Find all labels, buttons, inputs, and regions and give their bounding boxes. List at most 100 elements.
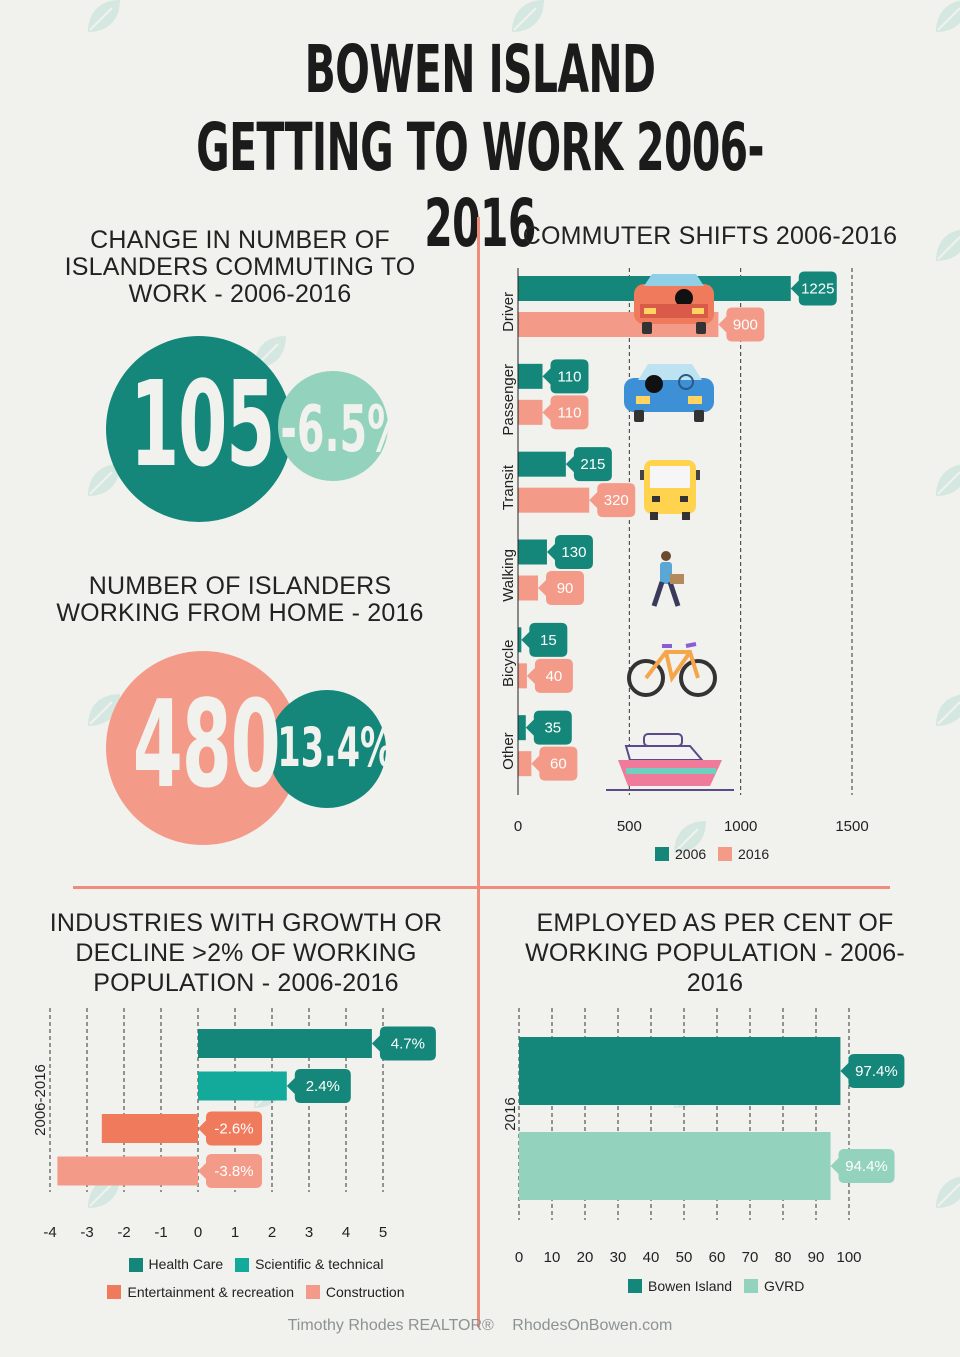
walking-person-icon xyxy=(651,551,684,607)
employment-legend: Bowen Island GVRD xyxy=(628,1278,812,1296)
commuter-value-label-text: 110 xyxy=(558,368,582,385)
employment-x-tick: 30 xyxy=(610,1249,627,1266)
legend-item-bowen-island: Bowen Island xyxy=(628,1278,732,1294)
commuter-x-tick: 1000 xyxy=(724,818,757,835)
commuter-value-label: 130 xyxy=(546,535,593,569)
commuter-value-label-text: 40 xyxy=(546,668,563,685)
work-from-home-circle xyxy=(106,651,300,845)
industries-x-tick: -1 xyxy=(154,1224,167,1241)
employment-chart: 0 10 20 30 40 50 60 70 80 90 100 2016 97.4% 94.4% xyxy=(502,1008,905,1266)
commuter-x-tick: 0 xyxy=(514,818,522,835)
industries-legend: Health Care Scientific & technical Enter… xyxy=(95,1252,425,1307)
commuter-value-label: 90 xyxy=(538,571,585,605)
legend-item-entertainment: Entertainment & recreation xyxy=(107,1280,294,1305)
legend-item-2016: 2016 xyxy=(718,846,769,862)
employment-x-tick: 90 xyxy=(808,1249,825,1266)
car-passenger-icon xyxy=(624,364,714,422)
footer-name: Timothy Rhodes REALTOR® xyxy=(287,1317,494,1334)
leaf-icon xyxy=(82,688,126,732)
employment-value-label-text: 97.4% xyxy=(855,1063,898,1080)
page-title-line1: BOWEN ISLAND xyxy=(304,31,656,108)
commuting-change-percent: -6.5% xyxy=(280,393,407,467)
employment-bar xyxy=(519,1037,841,1105)
commuter-value-label: 40 xyxy=(526,658,573,693)
leaf-icon xyxy=(930,688,960,732)
industries-chart: -4 -3 -2 -1 0 1 2 3 4 5 2006-2016 4.7% 2.4% -2.6% -3.8… xyxy=(32,1008,436,1241)
commuting-change-circle xyxy=(106,336,292,522)
leaf-icon xyxy=(930,223,960,267)
legend-item-scientific: Scientific & technical xyxy=(235,1252,384,1277)
industries-value-label-text: -3.8% xyxy=(214,1163,253,1180)
industries-value-label-text: -2.6% xyxy=(214,1121,253,1138)
footer-website[interactable]: RhodesOnBowen.com xyxy=(512,1317,673,1334)
commuter-bar-2016 xyxy=(518,751,532,777)
commuter-value-label: 900 xyxy=(718,307,765,342)
industries-x-tick: -2 xyxy=(117,1224,130,1241)
leaf-icon xyxy=(930,0,960,38)
industries-x-tick: 1 xyxy=(231,1224,239,1241)
industries-value-label: -3.8% xyxy=(198,1154,262,1188)
commuter-value-label-text: 320 xyxy=(604,492,629,509)
commuter-bar-2006 xyxy=(518,627,522,653)
employment-x-tick: 70 xyxy=(742,1249,759,1266)
commuter-value-label: 15 xyxy=(521,622,568,657)
commuter-value-label: 320 xyxy=(589,483,636,518)
industries-value-label: 2.4% xyxy=(286,1069,351,1103)
employment-bar xyxy=(519,1132,831,1200)
commuter-value-label: 60 xyxy=(531,746,578,781)
commuter-bar-2016 xyxy=(518,399,543,425)
commuter-legend: 2006 2016 xyxy=(655,846,777,864)
leaf-icon xyxy=(930,458,960,502)
commuting-change-title: CHANGE IN NUMBER OF ISLANDERS COMMUTING … xyxy=(64,226,416,308)
employment-y-label: 2016 xyxy=(502,1097,519,1130)
industries-x-tick: 2 xyxy=(268,1224,276,1241)
legend-item-2006: 2006 xyxy=(655,846,706,862)
commuter-value-label: 215 xyxy=(565,447,612,482)
industries-chart-title: INDUSTRIES WITH GROWTH OR DECLINE >2% OF… xyxy=(49,909,443,997)
industries-value-label-text: 4.7% xyxy=(391,1036,425,1053)
employment-x-tick: 60 xyxy=(709,1249,726,1266)
commuter-shifts-chart: 0 500 1000 1500 Driver 1225 900 Passenger 110 110… xyxy=(500,268,869,835)
commuting-change-value: 105 xyxy=(130,355,275,493)
employment-value-label-text: 94.4% xyxy=(845,1158,888,1175)
industries-x-tick: -3 xyxy=(80,1224,93,1241)
bus-icon xyxy=(640,460,700,520)
commuter-category-label: Transit xyxy=(500,464,517,510)
leaf-icon xyxy=(668,815,712,859)
employment-value-label: 94.4% xyxy=(830,1149,895,1183)
industries-value-label: -2.6% xyxy=(198,1111,262,1146)
commuter-bar-2006 xyxy=(518,363,543,389)
industries-x-tick: 3 xyxy=(305,1224,313,1241)
leaf-icon xyxy=(82,458,126,502)
employment-x-tick: 40 xyxy=(643,1249,660,1266)
industries-value-label-text: 2.4% xyxy=(306,1078,340,1095)
commuter-bar-2006 xyxy=(518,451,566,477)
employment-x-tick: 20 xyxy=(577,1249,594,1266)
commuter-value-label: 1225 xyxy=(790,271,837,306)
industries-bar xyxy=(198,1029,372,1058)
footer: Timothy Rhodes REALTOR® RhodesOnBowen.co… xyxy=(0,1317,960,1335)
commuter-value-label-text: 110 xyxy=(558,404,582,421)
work-from-home-percent: 13.4% xyxy=(277,716,394,779)
vertical-divider xyxy=(477,217,480,1327)
commuter-value-label-text: 130 xyxy=(561,544,586,561)
commuter-value-label: 35 xyxy=(525,710,572,745)
bicycle-icon xyxy=(627,642,717,697)
commuter-category-label: Bicycle xyxy=(500,639,517,687)
commuter-value-label-text: 215 xyxy=(580,456,605,473)
industries-bar xyxy=(198,1071,287,1101)
horizontal-divider xyxy=(73,886,890,889)
legend-item-construction: Construction xyxy=(305,1280,405,1305)
commuter-bar-2006 xyxy=(518,539,547,565)
car-driver-icon xyxy=(634,274,714,334)
commuter-value-label-text: 15 xyxy=(540,632,557,649)
commuter-chart-title: COMMUTER SHIFTS 2006-2016 xyxy=(522,222,898,250)
work-from-home-title: NUMBER OF ISLANDERS WORKING FROM HOME - … xyxy=(56,572,424,627)
work-from-home-value: 480 xyxy=(132,676,281,815)
commuter-value-label-text: 900 xyxy=(733,317,758,334)
commuter-value-label-text: 60 xyxy=(550,756,567,773)
commuter-bar-2016 xyxy=(518,575,539,601)
leaf-icon xyxy=(930,1170,960,1214)
employment-x-tick: 0 xyxy=(515,1249,523,1266)
industries-value-label: 4.7% xyxy=(371,1026,436,1061)
